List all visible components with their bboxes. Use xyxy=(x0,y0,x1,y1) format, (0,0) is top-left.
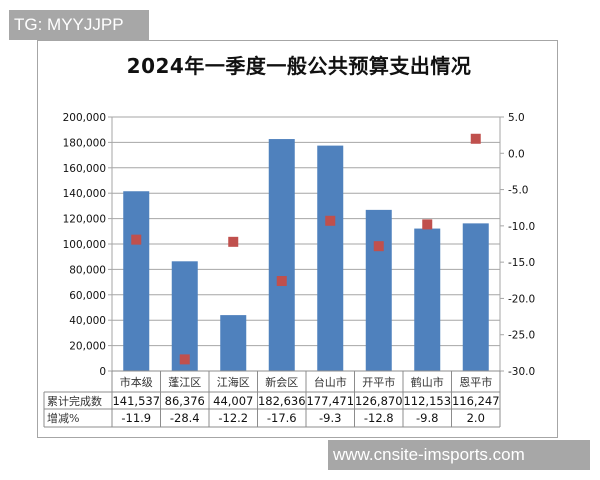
left-axis-tick: 80,000 xyxy=(69,264,106,276)
marker xyxy=(422,219,433,230)
category-label: 蓬江区 xyxy=(168,376,201,389)
marker xyxy=(131,234,142,245)
table-cell: 116,247 xyxy=(452,394,500,408)
table-cell: -9.3 xyxy=(319,411,341,425)
left-axis-tick: 120,000 xyxy=(63,214,106,226)
bar xyxy=(462,223,489,371)
table-cell: -11.9 xyxy=(121,411,151,425)
table-cell: 177,471 xyxy=(306,394,354,408)
category-label: 鹤山市 xyxy=(411,375,444,389)
marker xyxy=(228,236,239,247)
row-label: 累计完成数 xyxy=(47,394,102,408)
bar xyxy=(171,261,198,371)
marker xyxy=(373,241,384,252)
marker xyxy=(325,215,336,226)
right-axis-tick: -10.0 xyxy=(508,221,535,233)
table-cell: 2.0 xyxy=(467,411,485,425)
table-cell: 112,153 xyxy=(403,394,451,408)
row-label: 增减% xyxy=(47,411,79,425)
right-axis-tick: 0.0 xyxy=(508,148,525,160)
left-axis-tick: 60,000 xyxy=(69,290,106,302)
right-axis-tick: -20.0 xyxy=(508,293,535,305)
left-axis-tick: 0 xyxy=(99,366,106,378)
left-axis-tick: 200,000 xyxy=(63,112,106,124)
marker xyxy=(179,354,190,365)
bar xyxy=(365,209,392,371)
bar xyxy=(123,191,150,371)
right-axis-tick: -5.0 xyxy=(508,185,529,197)
left-axis-tick: 180,000 xyxy=(63,137,106,149)
bar xyxy=(317,145,344,371)
category-label: 台山市 xyxy=(314,375,347,389)
bar xyxy=(414,228,441,371)
watermark-top: TG: MYYJJPP xyxy=(9,10,149,40)
table-cell: 44,007 xyxy=(213,394,253,408)
table-cell: -9.8 xyxy=(416,411,438,425)
table-cell: -17.6 xyxy=(267,411,297,425)
marker xyxy=(276,276,287,287)
right-axis-tick: 5.0 xyxy=(508,112,525,124)
table-cell: -28.4 xyxy=(170,411,200,425)
right-axis-tick: -15.0 xyxy=(508,257,535,269)
bar xyxy=(268,139,295,371)
marker xyxy=(470,133,481,144)
table-cell: 141,537 xyxy=(112,394,160,408)
left-axis-tick: 20,000 xyxy=(69,341,106,353)
category-label: 市本级 xyxy=(120,375,153,389)
category-label: 开平市 xyxy=(362,375,395,389)
watermark-bottom: www.cnsite-imsports.com xyxy=(328,440,590,470)
bar xyxy=(220,315,247,371)
right-axis-tick: -25.0 xyxy=(508,330,535,342)
left-axis-tick: 140,000 xyxy=(63,188,106,200)
left-axis-tick: 40,000 xyxy=(69,315,106,327)
table-cell: -12.8 xyxy=(364,411,394,425)
table-cell: 86,376 xyxy=(165,394,205,408)
right-axis-tick: -30.0 xyxy=(508,366,535,378)
category-label: 江海区 xyxy=(217,375,250,389)
left-axis-tick: 160,000 xyxy=(63,163,106,175)
category-label: 新会区 xyxy=(265,375,298,389)
table-cell: 126,870 xyxy=(355,394,403,408)
category-label: 恩平市 xyxy=(459,375,492,389)
left-axis-tick: 100,000 xyxy=(63,239,106,251)
table-cell: -12.2 xyxy=(218,411,248,425)
table-cell: 182,636 xyxy=(258,394,306,408)
chart-title: 2024年一季度一般公共预算支出情况 xyxy=(126,54,472,78)
